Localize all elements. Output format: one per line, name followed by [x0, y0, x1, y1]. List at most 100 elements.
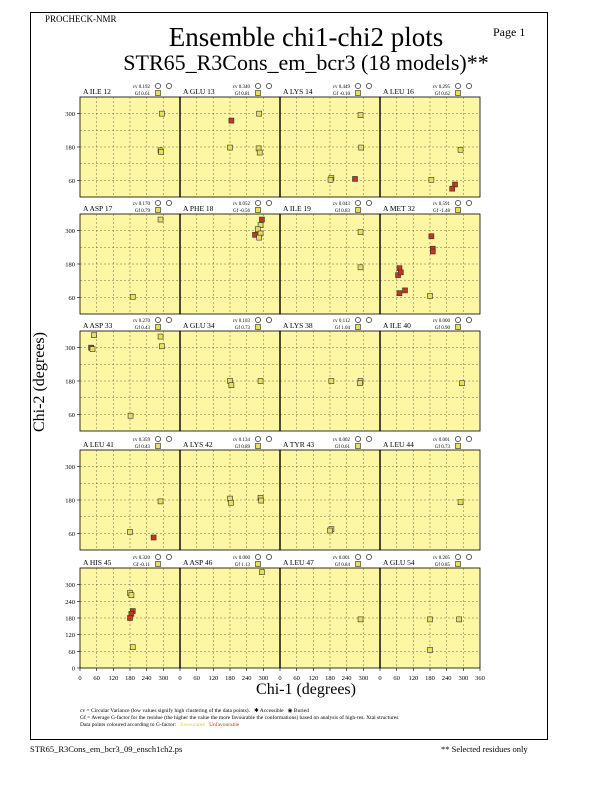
x-tick-label: 240: [342, 675, 352, 682]
x-tick-label: 240: [142, 675, 152, 682]
g-factor-swatch: [155, 324, 161, 330]
x-tick-label: 120: [408, 675, 418, 682]
residue-label: A TYR 43: [283, 440, 314, 449]
g-factor: Gf 0.81: [235, 92, 251, 97]
data-point: [159, 110, 165, 117]
y-tick-label: 60: [69, 649, 76, 656]
cv-clock-icon: [155, 200, 161, 206]
data-point: [128, 592, 135, 599]
residue-label: A LYS 42: [183, 440, 213, 449]
y-tick-label: 60: [69, 412, 76, 419]
accessibility-icon: [466, 436, 472, 442]
x-tick-label: 60: [93, 675, 100, 682]
accessibility-icon: [366, 83, 372, 89]
data-point: [256, 149, 263, 156]
residue-label: A GLU 54: [383, 558, 415, 567]
data-point: [127, 529, 133, 535]
y-tick-label: 60: [69, 295, 76, 302]
g-factor: Gf 0.43: [135, 326, 151, 331]
g-factor-swatch: [455, 90, 461, 96]
g-factor: Gf 1.13: [235, 563, 251, 568]
g-factor: Gf -0.11: [133, 563, 150, 568]
data-point: [256, 234, 262, 241]
x-tick-label: 180: [225, 675, 235, 682]
x-tick-label: 300: [358, 675, 368, 682]
residue-label: A LEU 41: [83, 440, 114, 449]
data-point: [129, 644, 136, 650]
data-point: [157, 498, 164, 505]
x-tick-label: 120: [108, 675, 118, 682]
y-tick-label: 120: [65, 632, 75, 639]
g-factor: Gf 0.43: [135, 445, 151, 450]
x-tick-label: 300: [458, 675, 468, 682]
unfavourable-label: Unfavourable: [209, 722, 240, 728]
data-point: [127, 615, 133, 621]
x-tick-label: 180: [125, 675, 135, 682]
accessibility-icon: [266, 83, 272, 89]
x-tick-label: 240: [242, 675, 252, 682]
x-axis-label: Chi-1 (degrees): [256, 681, 356, 698]
accessibility-icon: [466, 83, 472, 89]
residue-label: A ILE 12: [83, 87, 111, 96]
data-point: [427, 293, 433, 299]
cv-clock-icon: [255, 554, 261, 560]
y-tick-label: 60: [69, 178, 76, 185]
accessibility-icon: [166, 317, 172, 323]
cv-clock-icon: [155, 83, 161, 89]
cv-clock-icon: [355, 83, 361, 89]
data-point: [256, 110, 262, 117]
data-point: [159, 343, 165, 350]
circular-variance: cv 0.270: [133, 319, 151, 324]
data-point: [228, 117, 235, 124]
program-name: PROCHECK-NMR: [45, 14, 117, 24]
x-tick-label: 0: [78, 675, 81, 682]
gf-legend-note: Gf = Average G-factor for the residue (t…: [80, 715, 399, 721]
data-point: [258, 497, 264, 504]
x-tick-label: 300: [158, 675, 168, 682]
data-point: [427, 647, 433, 653]
y-tick-label: 300: [65, 228, 75, 235]
accessibility-icon: [366, 554, 372, 560]
data-point: [429, 248, 436, 255]
residue-label: A LYS 14: [283, 87, 313, 96]
data-point: [157, 216, 164, 223]
g-factor-swatch: [255, 443, 261, 449]
circular-variance: cv 0.112: [333, 319, 351, 324]
data-point: [257, 378, 264, 384]
g-factor: Gf 0.62: [435, 92, 451, 97]
residue-label: A LEU 44: [383, 440, 414, 449]
data-point: [357, 616, 364, 623]
y-tick-label: 180: [65, 616, 75, 623]
x-tick-label: 180: [325, 675, 335, 682]
buried-label: Buried: [293, 708, 309, 714]
data-point: [459, 380, 465, 387]
cv-clock-icon: [355, 200, 361, 206]
g-factor: Gf 0.73: [235, 326, 251, 331]
g-factor: Gf 0.79: [135, 209, 151, 214]
accessibility-icon: [366, 317, 372, 323]
cv-clock-icon: [255, 317, 261, 323]
y-tick-label: 180: [65, 145, 75, 152]
residue-label: A HIS 45: [83, 558, 112, 567]
cv-clock-icon: [255, 436, 261, 442]
cv-clock-icon: [455, 554, 461, 560]
g-factor-swatch: [455, 324, 461, 330]
y-tick-label: 180: [65, 498, 75, 505]
accessibility-icon: [466, 317, 472, 323]
chart-title: Ensemble chi1-chi2 plots: [168, 22, 444, 52]
cv-clock-icon: [355, 436, 361, 442]
favourable-label: Favourable: [180, 722, 205, 728]
circular-variance: cv 0.340: [233, 85, 251, 90]
circular-variance: cv 0.591: [433, 202, 451, 207]
g-factor: Gf 0.85: [435, 563, 451, 568]
data-point: [327, 527, 333, 534]
accessible-icon: ✱: [254, 708, 259, 714]
accessibility-icon: [166, 200, 172, 206]
residue-label: A ASP 33: [83, 321, 113, 330]
residue-label: A PHE 18: [183, 204, 214, 213]
accessibility-icon: [466, 554, 472, 560]
cv-clock-icon: [455, 436, 461, 442]
chart-subtitle: STR65_R3Cons_em_bcr3 (18 models)**: [123, 50, 489, 75]
g-factor-swatch: [355, 324, 361, 330]
